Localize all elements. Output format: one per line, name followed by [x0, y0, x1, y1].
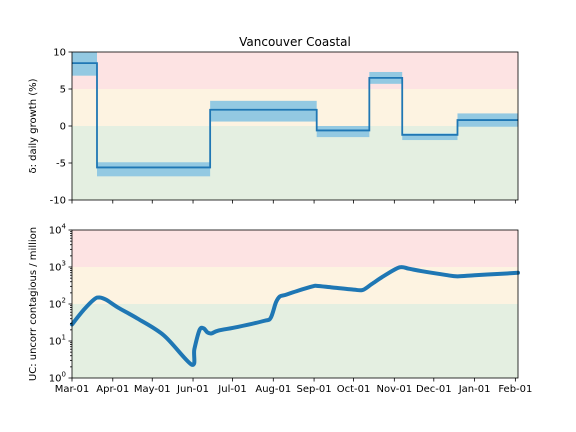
x-tick-label: Oct-01: [337, 384, 371, 395]
growth-step-line: [72, 62, 518, 169]
growth-band-2: [210, 100, 317, 122]
tick-base: 10: [49, 226, 62, 237]
growth-zone-0: [72, 52, 518, 89]
x-tick-label: Nov-01: [377, 384, 413, 395]
growth-y-axis: 10 5 0 -5 -10: [50, 48, 72, 207]
x-tick-label: Aug-01: [255, 384, 291, 395]
tick-base: 10: [49, 263, 62, 274]
x-tick-label: Sep-01: [296, 384, 331, 395]
contagious-y-tick-label: 103: [49, 260, 66, 274]
contagious-y-tick-label: 101: [49, 334, 66, 348]
growth-y-tick-label: 10: [53, 48, 66, 59]
x-tick-label: May-01: [134, 384, 171, 395]
contagious-zones: [72, 230, 518, 378]
growth-x-ticks: [71, 200, 516, 204]
growth-y-tick-label: 5: [60, 85, 66, 96]
growth-band-3: [316, 126, 370, 138]
growth-zones: [72, 52, 518, 200]
x-axis: Mar-01 Apr-01 May-01 Jun-01 Jul-01 Aug-01 Sep-…: [55, 378, 532, 395]
x-tick-label: Feb-01: [498, 384, 532, 395]
growth-y-tick-label: -5: [56, 159, 66, 170]
tick-base: 10: [49, 374, 62, 385]
x-tick-label: Mar-01: [55, 384, 90, 395]
contagious-zone-2: [72, 304, 518, 378]
contagious-y-axis-label: UC: uncorr contagious / million: [28, 227, 39, 381]
growth-series: [72, 62, 518, 169]
tick-base: 10: [49, 300, 62, 311]
x-tick-label: Jun-01: [176, 384, 209, 395]
growth-band-5: [402, 133, 458, 141]
tick-base: 10: [49, 337, 62, 348]
x-tick-label: Apr-01: [96, 384, 129, 395]
x-tick-label: Jan-01: [458, 384, 491, 395]
growth-y-axis-label: δ: daily growth (%): [28, 78, 39, 173]
tick-exponent: 2: [62, 297, 66, 305]
contagious-line: [70, 265, 520, 367]
growth-band-1: [96, 162, 211, 177]
contagious-y-tick-label: 100: [49, 371, 66, 385]
chart-title: Vancouver Coastal: [239, 35, 351, 49]
growth-rate-plot: 10 5 0 -5 -10 Vancouver Coastal δ: daily gro…: [28, 35, 519, 207]
contagious-y-tick-label: 102: [49, 297, 66, 311]
x-tick-label: Dec-01: [416, 384, 452, 395]
contagious-zone-1: [72, 267, 518, 304]
contagious-series: [70, 265, 520, 367]
tick-exponent: 3: [62, 260, 66, 268]
contagious-y-tick-label: 104: [49, 223, 67, 237]
x-tick-label: Jul-01: [217, 384, 246, 395]
contagious-zone-0: [72, 230, 518, 267]
tick-exponent: 0: [62, 371, 66, 379]
growth-y-tick-label: -10: [50, 196, 66, 207]
growth-y-tick-label: 0: [60, 122, 66, 133]
growth-uncertainty-bands: [72, 52, 518, 177]
tick-exponent: 1: [62, 334, 66, 342]
tick-exponent: 4: [62, 223, 67, 231]
